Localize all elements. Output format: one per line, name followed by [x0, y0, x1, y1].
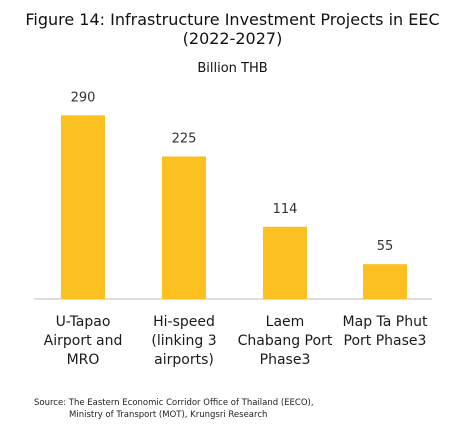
category-label-0-line-2: MRO: [66, 352, 100, 368]
bar-1: [162, 156, 206, 299]
category-label-3-line-1: Port Phase3: [343, 333, 427, 349]
data-label-1: 225: [172, 132, 197, 147]
data-label-3: 55: [377, 239, 394, 254]
category-label-2-line-2: Phase3: [259, 352, 311, 368]
category-label-0-line-0: U-Tapao: [55, 314, 111, 330]
chart-title-line2: (2022-2027): [182, 29, 283, 48]
chart-title-line1: Figure 14: Infrastructure Investment Pro…: [25, 10, 440, 29]
category-label-2-line-1: Chabang Port: [237, 333, 333, 349]
chart-subtitle: Billion THB: [197, 61, 268, 76]
category-label-1-line-1: (linking 3: [151, 333, 217, 349]
bar-3: [363, 264, 407, 299]
bar-0: [61, 115, 105, 299]
category-label-1-line-2: airports): [154, 352, 214, 368]
category-label-2-line-0: Laem: [265, 314, 305, 330]
category-label-3: Map Ta Phut Port Phase3: [330, 313, 440, 351]
category-label-0: U-Tapao Airport and MRO: [28, 313, 138, 370]
chart-title: Figure 14: Infrastructure Investment Pro…: [0, 10, 465, 48]
category-label-3-line-0: Map Ta Phut: [342, 314, 428, 330]
category-label-2: Laem Chabang Port Phase3: [230, 313, 340, 370]
category-label-0-line-1: Airport and: [43, 333, 123, 349]
source-line1: Source: The Eastern Economic Corridor Of…: [34, 398, 314, 408]
category-label-1: Hi-speed (linking 3 airports): [129, 313, 239, 370]
source-note: Source: The Eastern Economic Corridor Of…: [34, 397, 314, 421]
category-label-1-line-0: Hi-speed: [153, 314, 215, 330]
source-line2: Ministry of Transport (MOT), Krungsri Re…: [69, 410, 268, 420]
data-label-0: 290: [71, 90, 96, 105]
bar-2: [263, 226, 307, 299]
data-label-2: 114: [273, 202, 298, 217]
